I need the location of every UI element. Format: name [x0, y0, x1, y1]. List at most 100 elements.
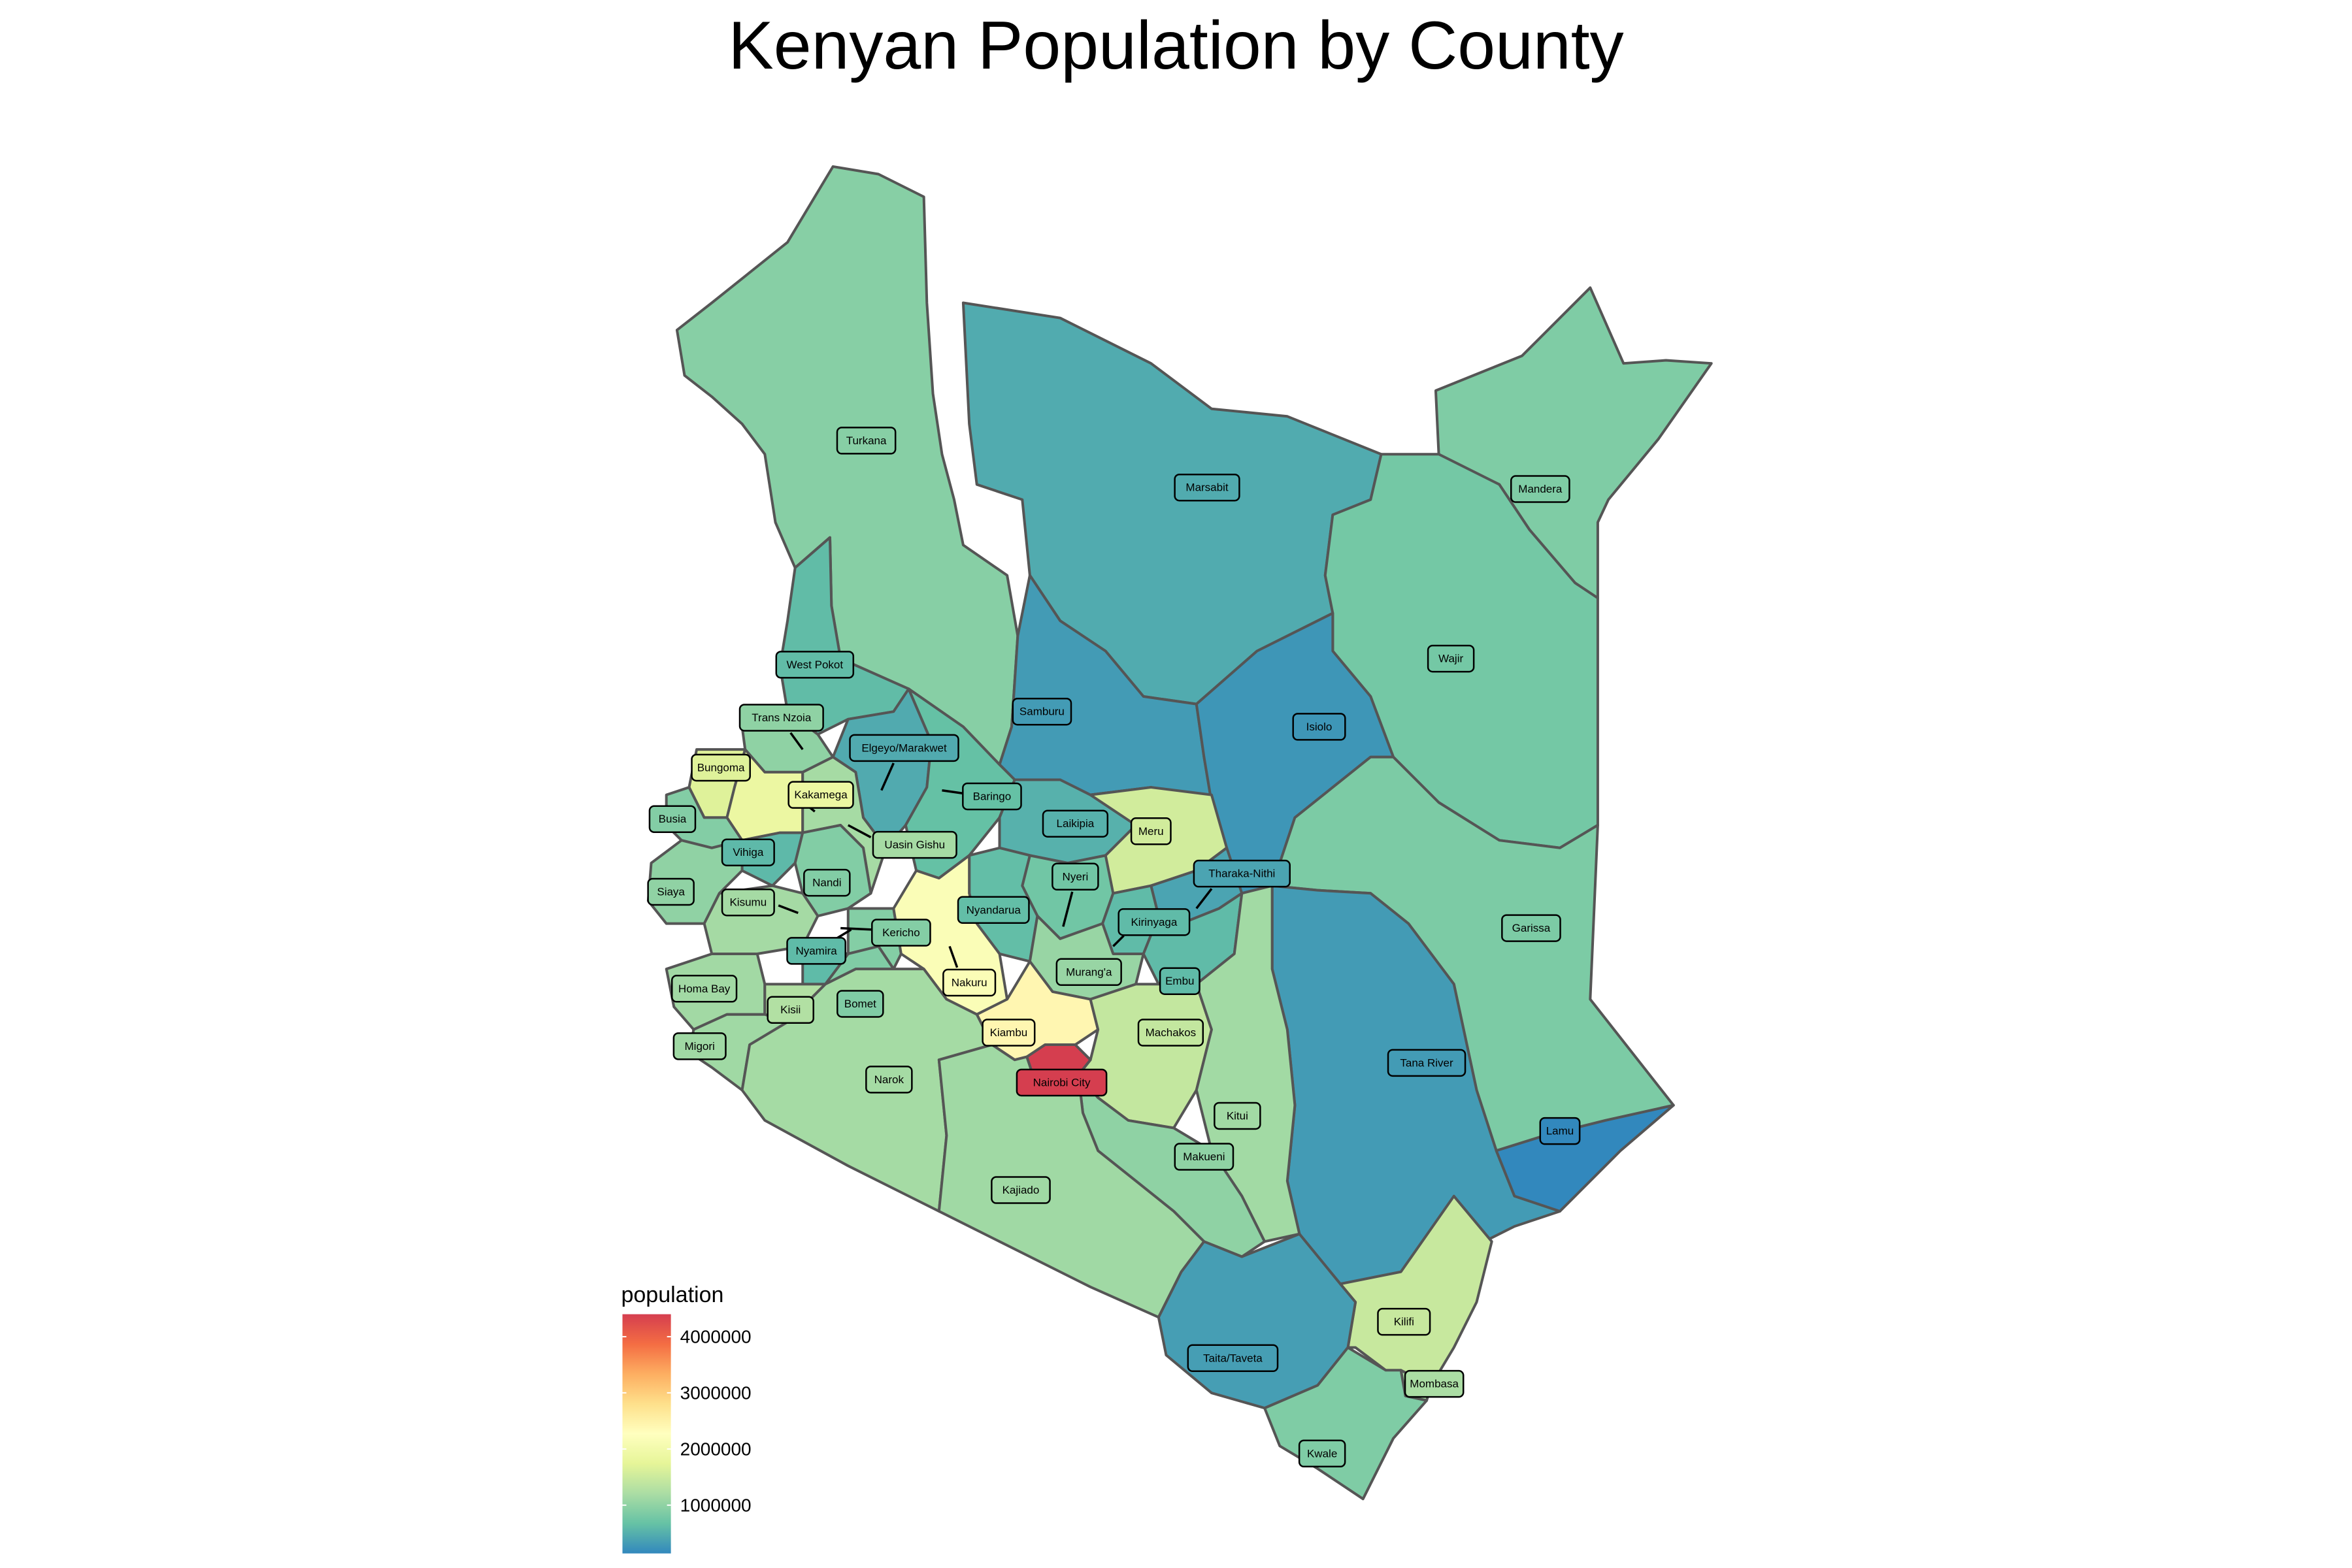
- county-label-text: Mandera: [1518, 483, 1563, 495]
- counties-layer: [648, 167, 1712, 1499]
- county-label-text: Mombasa: [1410, 1378, 1459, 1390]
- county-label-text: Nairobi City: [1033, 1076, 1091, 1088]
- county-label-text: Kilifi: [1394, 1316, 1414, 1328]
- county-label-nyeri: Nyeri: [1052, 862, 1099, 891]
- leader-line-kirinyaga: [1112, 934, 1125, 947]
- county-label-lamu: Lamu: [1539, 1117, 1581, 1145]
- county-label-text: Nakuru: [952, 977, 987, 989]
- county-label-box: [767, 996, 814, 1024]
- county-label-box: [1118, 908, 1191, 936]
- county-label-uasin-gishu: Uasin Gishu: [872, 830, 957, 859]
- county-label-nandi: Nandi: [803, 868, 851, 897]
- county-label-text: Nyeri: [1063, 870, 1089, 883]
- leader-line-trans-nzoia: [789, 732, 804, 751]
- legend-tick-label: 1000000: [680, 1495, 752, 1515]
- county-label-box: [836, 990, 884, 1018]
- county-label-box: [1387, 1049, 1466, 1077]
- county-label-text: Trans Nzoia: [752, 711, 812, 724]
- county-label-text: Kitui: [1227, 1109, 1248, 1122]
- county-label-text: Taita/Taveta: [1203, 1352, 1263, 1364]
- county-label-kiambu: Kiambu: [982, 1019, 1036, 1047]
- county-label-box: [962, 782, 1022, 811]
- county-label-text: Kwale: [1307, 1447, 1337, 1460]
- county-label-text: Kiambu: [990, 1026, 1028, 1039]
- county-label-text: Baringo: [973, 790, 1012, 802]
- county-label-box: [865, 1066, 913, 1094]
- county-label-vihiga: Vihiga: [721, 838, 775, 866]
- county-label-box: [1187, 1344, 1279, 1373]
- county-label-box: [1292, 713, 1346, 741]
- county-label-siaya: Siaya: [647, 877, 695, 906]
- county-label-kisumu: Kisumu: [721, 888, 775, 917]
- county-label-text: Kirinyaga: [1131, 916, 1177, 928]
- county-label-homa-bay: Homa Bay: [671, 975, 738, 1003]
- county-label-text: Kisumu: [729, 896, 767, 909]
- county-label-box: [1174, 1143, 1234, 1171]
- county-label-box: [1539, 1117, 1581, 1145]
- legend-tick-label: 3000000: [680, 1382, 752, 1403]
- county-label-box: [775, 651, 855, 679]
- county-label-kajiado: Kajiado: [991, 1176, 1051, 1204]
- county-label-laikipia: Laikipia: [1042, 809, 1109, 838]
- county-label-box: [849, 734, 959, 762]
- county-label-text: Tana River: [1400, 1056, 1453, 1069]
- county-label-mandera: Mandera: [1510, 475, 1570, 503]
- county-label-meru: Meru: [1130, 817, 1172, 845]
- county-label-box: [1012, 697, 1072, 726]
- county-label-wajir: Wajir: [1427, 644, 1475, 673]
- legend-tick-label: 2000000: [680, 1439, 752, 1459]
- county-label-box: [957, 896, 1030, 924]
- county-label-text: Meru: [1138, 825, 1164, 838]
- county-label-kwale: Kwale: [1298, 1439, 1346, 1468]
- county-label-box: [672, 1032, 727, 1060]
- county-label-box: [1055, 958, 1122, 987]
- county-label-box: [871, 919, 931, 947]
- county-label-bungoma: Bungoma: [691, 753, 751, 782]
- county-label-box: [1501, 914, 1561, 942]
- county-label-text: Migori: [685, 1040, 715, 1053]
- county-label-text: Tharaka-Nithi: [1208, 868, 1275, 880]
- population-legend: population 1000000 2000000 3000000 4000000: [621, 1282, 752, 1554]
- county-label-box: [1298, 1439, 1346, 1468]
- county-label-box: [1427, 644, 1475, 673]
- leader-line-nyeri: [1062, 891, 1074, 927]
- county-label-text: Garissa: [1512, 922, 1551, 934]
- county-label-text: Wajir: [1438, 653, 1463, 665]
- county-label-text: Nandi: [812, 877, 841, 889]
- county-label-box: [1510, 475, 1570, 503]
- county-label-taita-taveta: Taita/Taveta: [1187, 1344, 1279, 1373]
- county-label-box: [1214, 1102, 1261, 1130]
- county-label-box: [872, 830, 957, 859]
- county-label-box: [803, 868, 851, 897]
- county-label-text: Kakamega: [794, 789, 848, 801]
- county-label-text: Kajiado: [1002, 1184, 1040, 1196]
- county-label-text: Lamu: [1546, 1125, 1574, 1137]
- county-label-nairobi-city: Nairobi City: [1016, 1068, 1108, 1097]
- county-label-box: [1137, 1019, 1204, 1047]
- county-label-nakuru: Nakuru: [942, 968, 997, 997]
- county-label-text: Kericho: [882, 926, 920, 939]
- county-label-box: [721, 888, 775, 917]
- county-label-busia: Busia: [648, 805, 697, 833]
- county-label-text: Turkana: [846, 434, 887, 447]
- county-label-machakos: Machakos: [1137, 1019, 1204, 1047]
- county-label-text: Vihiga: [733, 846, 763, 858]
- county-label-samburu: Samburu: [1012, 697, 1072, 726]
- county-label-text: Samburu: [1019, 706, 1065, 718]
- page-title: Kenyan Population by County: [728, 8, 1624, 84]
- county-label-murang-a: Murang'a: [1055, 958, 1122, 987]
- county-label-box: [648, 805, 697, 833]
- county-label-text: Siaya: [657, 885, 685, 898]
- county-label-box: [991, 1176, 1051, 1204]
- county-label-text: Bomet: [844, 998, 876, 1010]
- leader-lines-layer: [778, 732, 1213, 968]
- county-label-text: Machakos: [1146, 1026, 1196, 1039]
- county-label-box: [1193, 859, 1291, 888]
- county-label-kirinyaga: Kirinyaga: [1118, 908, 1191, 936]
- county-label-text: Uasin Gishu: [884, 839, 945, 851]
- county-label-box: [1042, 809, 1109, 838]
- leader-line-elgeyo-marakwet: [880, 762, 895, 791]
- county-label-text: Murang'a: [1066, 966, 1112, 978]
- leader-line-kisumu: [778, 904, 799, 915]
